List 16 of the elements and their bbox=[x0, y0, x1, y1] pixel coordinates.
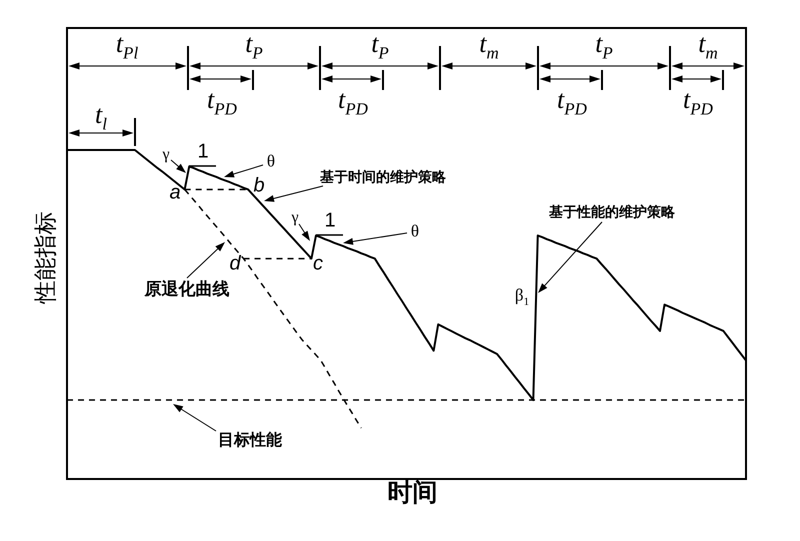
annotation: 基于性能的维护策略 bbox=[548, 204, 676, 221]
annotation: 基于时间的维护策略 bbox=[319, 168, 447, 186]
annotation: θ bbox=[410, 221, 420, 240]
annotation: γ bbox=[161, 146, 170, 164]
annotation: θ bbox=[266, 151, 276, 170]
ref-line-label: 目标性能 bbox=[218, 430, 282, 450]
x-axis-title: 时间 bbox=[388, 478, 438, 506]
annotation: c bbox=[313, 252, 323, 275]
annotation: d bbox=[229, 252, 242, 275]
annotation: 原退化曲线 bbox=[144, 279, 230, 300]
annotation: 1 bbox=[324, 210, 336, 232]
annotation: 1 bbox=[197, 140, 209, 163]
annotation: a bbox=[169, 182, 181, 204]
annotation: b bbox=[253, 174, 265, 197]
y-axis-title: 性能指标 bbox=[32, 212, 59, 304]
annotation: γ bbox=[290, 209, 299, 226]
